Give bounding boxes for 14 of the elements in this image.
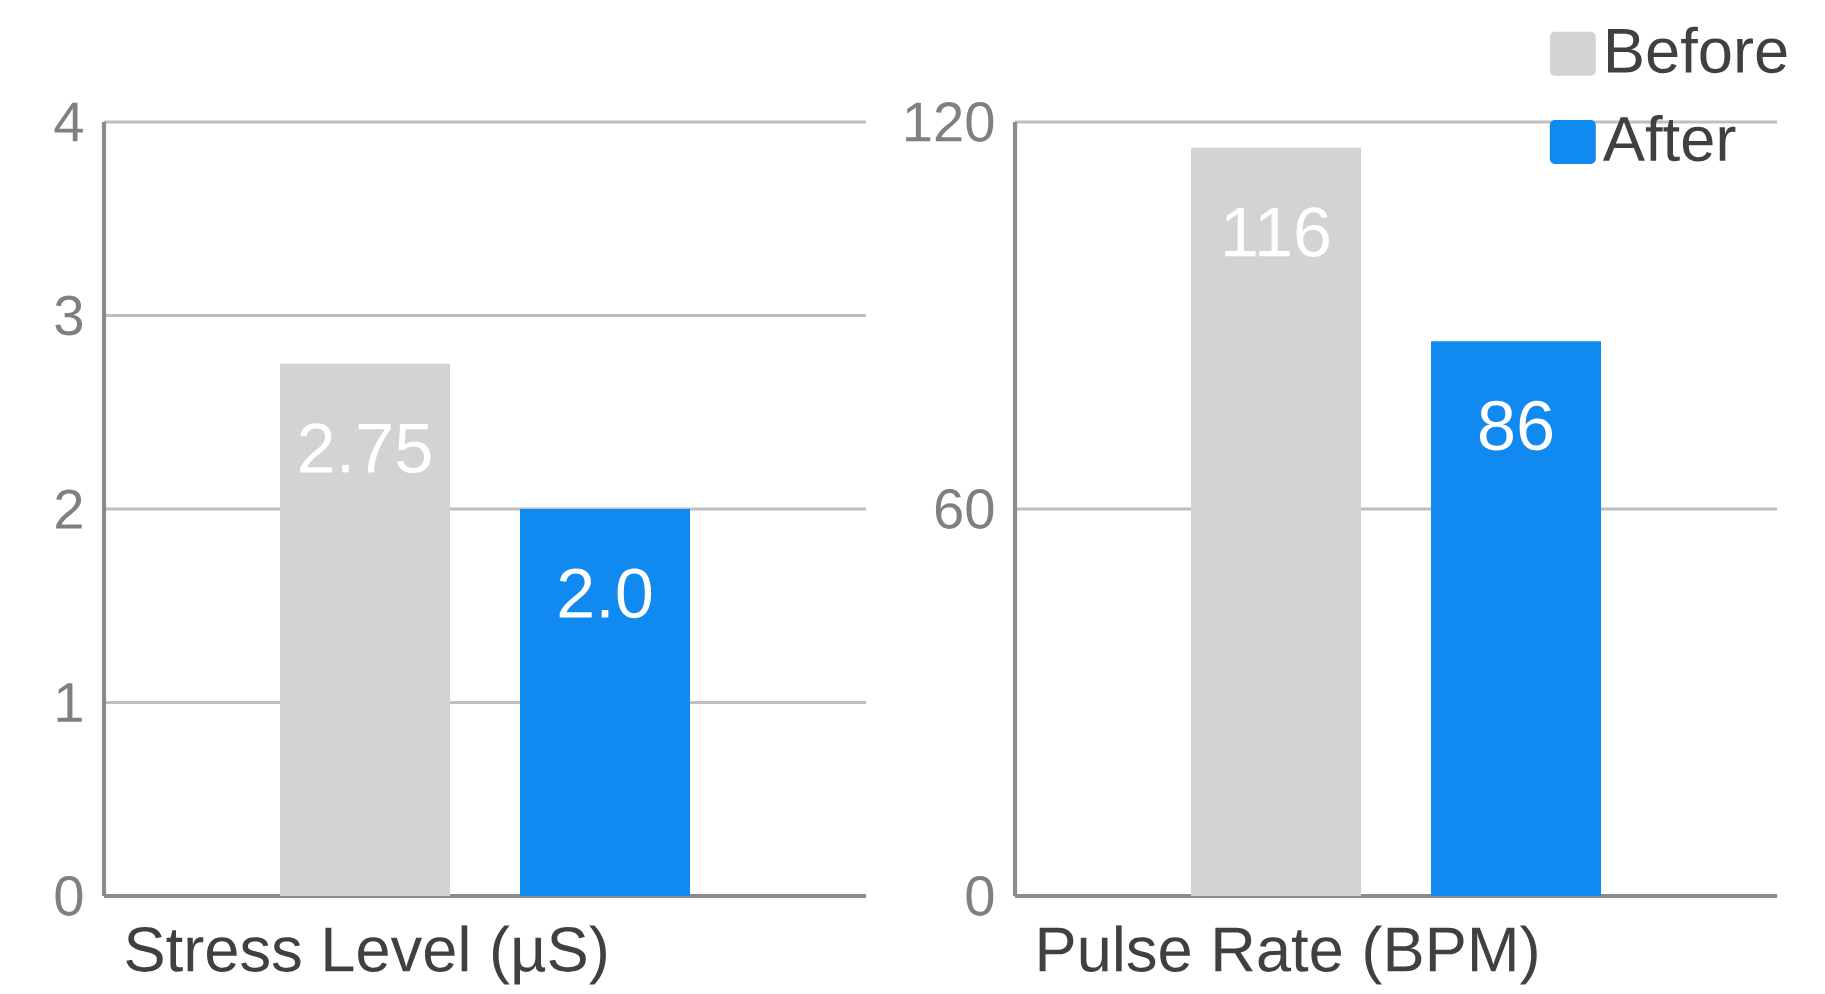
- y-tick-label: 120: [906, 102, 994, 142]
- x-axis-title: Stress Level (µS): [126, 925, 606, 985]
- y-tick-label: 60: [935, 489, 994, 529]
- y-tick-label: 0: [966, 876, 994, 916]
- y-tick-label: 2: [56, 489, 82, 529]
- y-tick-label: 0: [55, 876, 83, 916]
- data-label: 2.0: [559, 568, 652, 619]
- y-tick-label: 4: [54, 102, 83, 142]
- y-tick-label: 1: [57, 683, 82, 722]
- x-axis-title: Pulse Rate (BPM): [1039, 925, 1537, 985]
- legend-label: Before: [1608, 26, 1787, 74]
- legend-label: After: [1602, 114, 1736, 162]
- data-label: 86: [1479, 400, 1553, 451]
- y-tick-label: 3: [55, 295, 83, 336]
